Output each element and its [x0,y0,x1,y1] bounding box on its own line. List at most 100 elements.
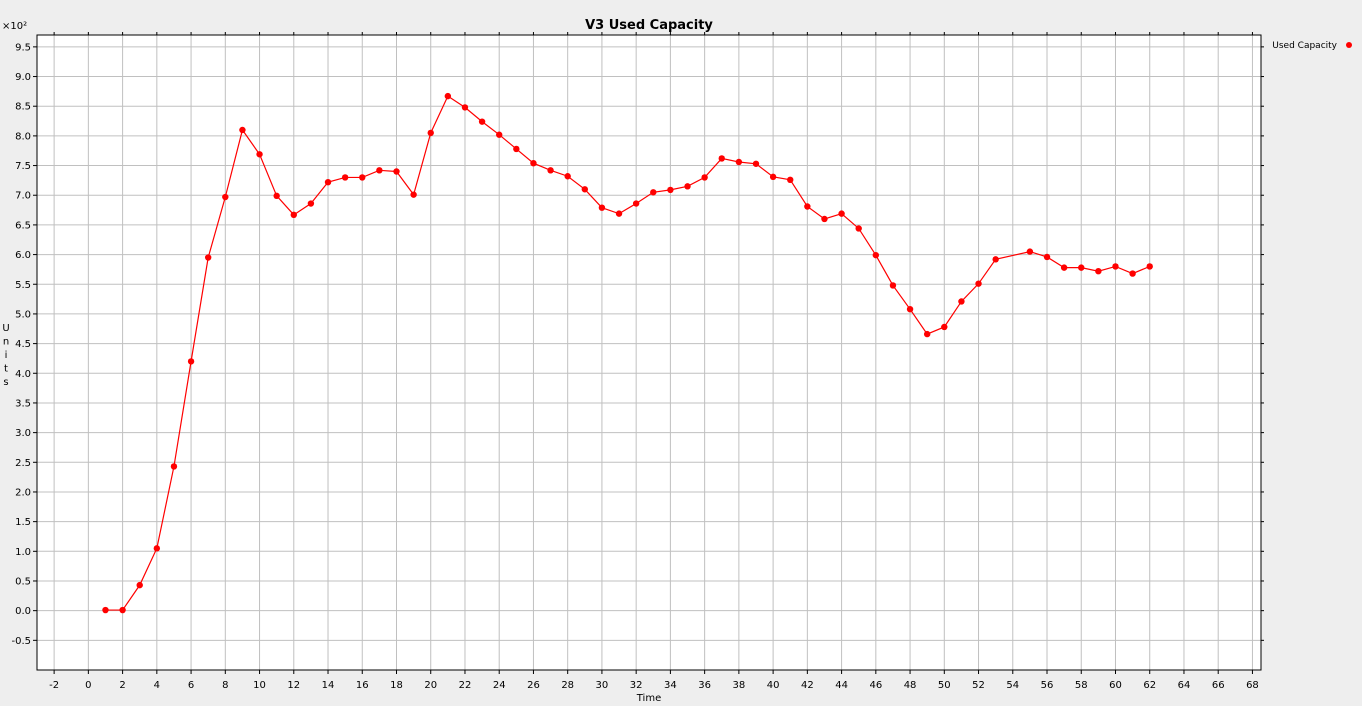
x-tick-label: 58 [1075,680,1088,691]
data-point [1060,264,1068,271]
data-point [906,305,914,313]
chart-title: V3 Used Capacity [585,18,713,33]
data-point [204,254,212,261]
series-layer [102,92,1153,614]
x-tick-label: 28 [561,680,574,691]
data-point [461,104,469,111]
plot-background [37,35,1261,670]
x-tick-label: 54 [1006,680,1019,691]
data-point [650,189,657,196]
data-point [393,168,400,175]
data-point [632,200,640,207]
x-tick-label: 38 [733,680,746,691]
data-point [872,251,880,259]
data-point [410,191,417,198]
data-point [290,211,297,219]
y-tick-label: 1.5 [15,517,31,528]
y-tick-label: 0.0 [15,606,31,617]
data-point [187,358,195,365]
y-axis-title-char: s [3,377,8,388]
y-axis-title-char: i [5,350,8,361]
data-point [735,158,743,166]
data-point [324,178,332,186]
y-tick-label: 7.5 [15,161,31,172]
x-tick-label: 8 [222,680,228,691]
data-point [496,131,503,138]
x-tick-label: 36 [698,680,711,691]
data-point [1129,270,1136,277]
y-multiplier-label: ×10² [2,21,27,32]
y-tick-label: 3.5 [15,398,31,409]
data-point [153,545,161,552]
y-tick-label: 3.0 [15,428,31,439]
x-tick-label: 16 [356,680,369,691]
y-tick-label: 4.5 [15,339,31,350]
data-point [170,463,178,470]
x-tick-label: 24 [493,680,506,691]
y-tick-label: 9.0 [15,72,31,83]
data-point [119,606,126,614]
x-tick-label: 30 [596,680,609,691]
data-point [804,203,811,210]
data-point [958,298,965,305]
data-point [1078,264,1085,271]
legend: Used Capacity [1272,41,1352,51]
y-axis-title-char: n [3,337,9,348]
y-axis-title-char: t [4,364,8,375]
y-axis-title-char: U [2,323,9,334]
y-tick-label: 6.0 [15,250,31,261]
data-point [838,210,845,217]
x-tick-label: 32 [630,680,643,691]
y-tick-label: 2.5 [15,458,31,469]
x-tick-label: 22 [459,680,472,691]
x-tick-label: 48 [904,680,917,691]
data-point [718,155,725,162]
x-tick-label: 68 [1246,680,1259,691]
data-point [1112,263,1119,270]
x-tick-label: 2 [119,680,125,691]
x-tick-label: 0 [85,680,91,691]
y-tick-label: -0.5 [11,636,31,647]
y-tick-label: 8.0 [15,131,31,142]
data-point [787,176,794,184]
x-tick-label: 50 [938,680,951,691]
y-tick-label: 7.0 [15,191,31,202]
x-tick-label: 62 [1143,680,1156,691]
data-point [444,92,452,100]
x-tick-label: 60 [1109,680,1122,691]
data-point [307,200,315,207]
legend-label: Used Capacity [1272,41,1337,51]
data-point [478,118,486,125]
legend-marker [1346,42,1352,48]
x-tick-label: 40 [767,680,780,691]
y-axis: -0.5 0.0 0.5 1.0 1.5 2.0 2.5 3.0 3.5 4.0 4.5 5.0 5.5… [11,42,1264,647]
plot-border [36,34,1262,671]
data-point [222,193,229,201]
x-tick-label: 34 [664,680,677,691]
x-tick-label: 64 [1178,680,1191,691]
data-point [564,173,571,180]
x-tick-label: 52 [972,680,985,691]
x-tick-label: -2 [49,680,59,691]
data-point [598,204,606,211]
data-point [256,151,263,158]
y-tick-label: 2.0 [15,487,31,498]
x-tick-label: 4 [154,680,160,691]
y-tick-label: 4.0 [15,369,31,380]
x-tick-label: 44 [835,680,848,691]
data-point [701,174,708,181]
data-point [684,183,691,190]
x-tick-label: 42 [801,680,814,691]
x-tick-label: 26 [527,680,540,691]
y-tick-label: 1.0 [15,547,31,558]
data-point [359,174,366,181]
data-point [855,225,862,232]
data-point [239,126,246,134]
x-axis-title: Time [636,693,661,704]
y-tick-label: 8.5 [15,102,31,113]
data-point [615,210,623,217]
data-point [581,186,589,193]
x-tick-label: 20 [424,680,437,691]
